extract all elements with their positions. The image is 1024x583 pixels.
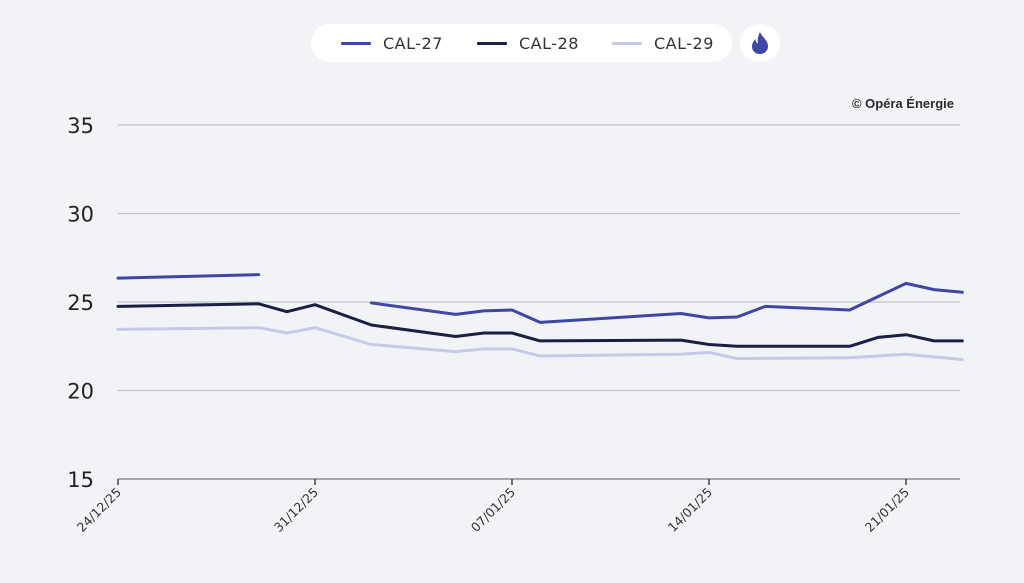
copyright-notice: © Opéra Énergie <box>851 96 954 111</box>
x-tick-label: 07/01/25 <box>468 485 518 535</box>
legend-label: CAL-27 <box>383 33 443 53</box>
y-tick-label: 35 <box>67 114 94 138</box>
series-line-cal-28 <box>116 302 964 348</box>
legend-item-cal-29[interactable]: CAL-29 <box>612 24 714 62</box>
y-axis: 15 20 25 30 35 <box>67 114 94 492</box>
legend-swatch-cal-28 <box>477 41 507 45</box>
legend-label: CAL-29 <box>654 33 714 53</box>
flame-icon <box>752 32 768 54</box>
series-line-cal-27 <box>369 281 964 324</box>
y-tick-label: 15 <box>67 468 94 492</box>
legend-item-cal-27[interactable]: CAL-27 <box>341 24 443 62</box>
x-tick-label: 31/12/25 <box>271 485 321 535</box>
y-tick-label: 20 <box>67 380 94 404</box>
legend: CAL-27 CAL-28 CAL-29 <box>311 24 732 62</box>
gridlines <box>118 124 960 392</box>
legend-swatch-cal-27 <box>341 41 371 45</box>
series-line-cal-27 <box>116 273 261 280</box>
y-tick-label: 25 <box>67 291 94 315</box>
legend-item-cal-28[interactable]: CAL-28 <box>477 24 579 62</box>
series-line-cal-29 <box>116 326 964 361</box>
legend-label: CAL-28 <box>519 33 579 53</box>
x-axis: 24/12/25 31/12/25 07/01/25 14/01/25 21/01/25 <box>74 478 960 535</box>
energy-type-button[interactable] <box>740 24 780 62</box>
x-tick-label: 21/01/25 <box>862 485 912 535</box>
legend-swatch-cal-29 <box>612 41 642 45</box>
x-tick-label: 24/12/25 <box>74 485 124 535</box>
y-tick-label: 30 <box>67 203 94 227</box>
x-tick-label: 14/01/25 <box>665 485 715 535</box>
series-lines <box>116 273 964 361</box>
